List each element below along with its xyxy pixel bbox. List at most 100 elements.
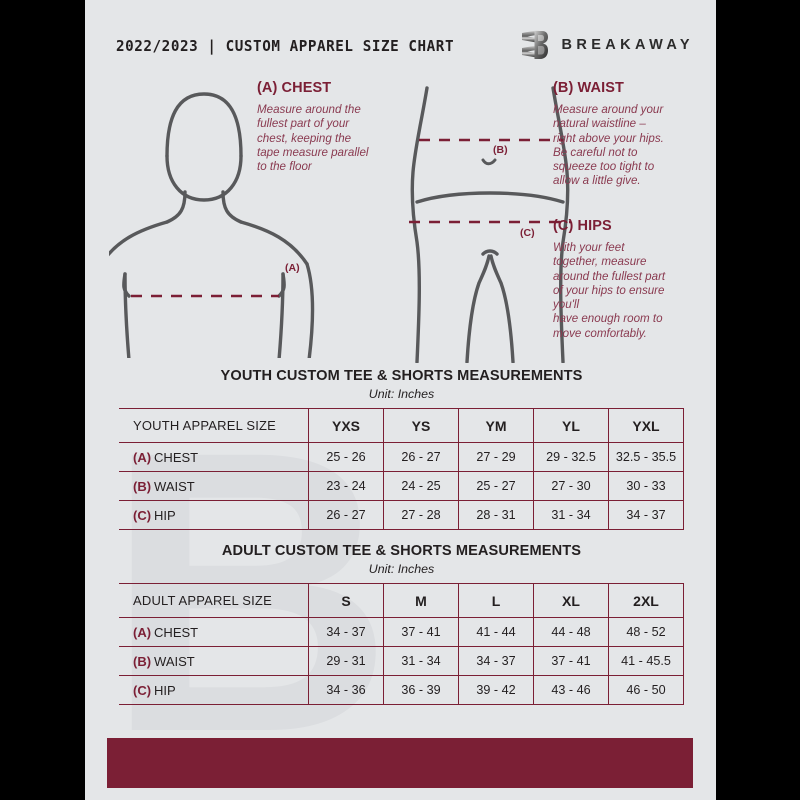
waist-guide-block: (B) WAIST Measure around your natural wa… (553, 80, 705, 189)
table-row: (C) HIP 26 - 27 27 - 28 28 - 31 31 - 34 3… (119, 500, 684, 530)
adult-size-table: ADULT APPAREL SIZE S M L XL 2XL (A) CHEST… (119, 583, 684, 705)
youth-table-body: (A) CHEST 25 - 26 26 - 27 27 - 29 29 - 32… (119, 442, 684, 530)
row-tag: (B) (133, 478, 152, 494)
adult-chest-2xl: 48 - 52 (608, 617, 684, 647)
adult-table-title: ADULT CUSTOM TEE & SHORTS MEASUREMENTS (221, 543, 582, 559)
adult-col-2: M (383, 583, 459, 618)
adult-row-label-waist: (B) WAIST (119, 646, 309, 676)
chest-marker-label: (A) (285, 262, 300, 274)
youth-chest-yxs: 25 - 26 (308, 442, 384, 472)
adult-waist-l: 34 - 37 (458, 646, 534, 676)
adult-hip-l: 39 - 42 (458, 675, 534, 705)
youth-col-2: YS (383, 408, 459, 443)
row-label: WAIST (154, 653, 195, 669)
youth-table-unit: Unit: Inches (368, 387, 435, 401)
youth-col-4: YL (533, 408, 609, 443)
youth-hip-ys: 27 - 28 (383, 500, 459, 530)
hips-guide-block: (C) HIPS With your feet together, measur… (553, 218, 705, 341)
youth-measurements-section: YOUTH CUSTOM TEE & SHORTS MEASUREMENTS U… (119, 368, 684, 530)
waist-guide-text: Measure around your natural waistline – … (553, 103, 664, 188)
adult-col-3: L (458, 583, 534, 618)
upper-body-figure (109, 92, 315, 358)
adult-col-1: S (308, 583, 384, 618)
row-tag: (B) (133, 653, 152, 669)
table-header-row: ADULT APPAREL SIZE S M L XL 2XL (119, 583, 684, 618)
row-label: HIP (154, 682, 176, 698)
adult-chest-xl: 44 - 48 (533, 617, 609, 647)
youth-waist-yxl: 30 - 33 (608, 471, 684, 501)
adult-col-4: XL (533, 583, 609, 618)
youth-size-table: YOUTH APPAREL SIZE YXS YS YM YL YXL (A) C… (119, 408, 684, 530)
youth-waist-ym: 25 - 27 (458, 471, 534, 501)
youth-row-label-hip: (C) HIP (119, 500, 309, 530)
youth-chest-yl: 29 - 32.5 (533, 442, 609, 472)
adult-chest-l: 41 - 44 (458, 617, 534, 647)
footer-accent-bar (107, 738, 693, 788)
adult-table-unit: Unit: Inches (368, 562, 435, 576)
hips-guide-text: With your feet together, measure around … (553, 241, 666, 340)
adult-size-header-label: ADULT APPAREL SIZE (119, 583, 309, 618)
youth-table-title: YOUTH CUSTOM TEE & SHORTS MEASUREMENTS (220, 368, 583, 384)
youth-size-header-label: YOUTH APPAREL SIZE (119, 408, 309, 443)
chest-guide-text: Measure around the fullest part of your … (257, 103, 369, 174)
brand-name: BREAKAWAY (561, 37, 694, 53)
adult-hip-2xl: 46 - 50 (608, 675, 684, 705)
table-row: (A) CHEST 25 - 26 26 - 27 27 - 29 29 - 32… (119, 442, 684, 472)
youth-table-head: YOUTH APPAREL SIZE YXS YS YM YL YXL (119, 408, 684, 443)
breakaway-b-monogram-icon (522, 30, 549, 59)
adult-chest-m: 37 - 41 (383, 617, 459, 647)
waist-marker-label: (B) (493, 144, 508, 156)
lower-body-figure (409, 86, 571, 363)
chest-guide-block: (A) CHEST Measure around the fullest par… (257, 80, 407, 174)
adult-waist-s: 29 - 31 (308, 646, 384, 676)
youth-hip-ym: 28 - 31 (458, 500, 534, 530)
youth-row-label-waist: (B) WAIST (119, 471, 309, 501)
table-row: (B) WAIST 29 - 31 31 - 34 34 - 37 37 - 41… (119, 646, 684, 676)
adult-waist-xl: 37 - 41 (533, 646, 609, 676)
youth-chest-ys: 26 - 27 (383, 442, 459, 472)
youth-waist-yl: 27 - 30 (533, 471, 609, 501)
youth-chest-yxl: 32.5 - 35.5 (608, 442, 684, 472)
table-row: (A) CHEST 34 - 37 37 - 41 41 - 44 44 - 48… (119, 617, 684, 647)
row-tag: (C) (133, 682, 152, 698)
brand-logo-group: BREAKAWAY (519, 28, 694, 62)
youth-hip-yl: 31 - 34 (533, 500, 609, 530)
youth-row-label-chest: (A) CHEST (119, 442, 309, 472)
page-title: 2022/2023 | CUSTOM APPAREL SIZE CHART (116, 37, 455, 55)
youth-waist-yxs: 23 - 24 (308, 471, 384, 501)
row-tag: (C) (133, 507, 152, 523)
youth-hip-yxl: 34 - 37 (608, 500, 684, 530)
adult-row-label-hip: (C) HIP (119, 675, 309, 705)
adult-waist-2xl: 41 - 45.5 (608, 646, 684, 676)
adult-waist-m: 31 - 34 (383, 646, 459, 676)
table-row: (C) HIP 34 - 36 36 - 39 39 - 42 43 - 46 4… (119, 675, 684, 705)
row-label: CHEST (154, 624, 199, 640)
chest-guide-title: (A) CHEST (257, 80, 332, 96)
row-tag: (A) (133, 624, 152, 640)
adult-measurements-section: ADULT CUSTOM TEE & SHORTS MEASUREMENTS U… (119, 543, 684, 705)
adult-hip-s: 34 - 36 (308, 675, 384, 705)
youth-col-3: YM (458, 408, 534, 443)
adult-table-body: (A) CHEST 34 - 37 37 - 41 41 - 44 44 - 48… (119, 617, 684, 705)
youth-col-1: YXS (308, 408, 384, 443)
table-row: (B) WAIST 23 - 24 24 - 25 25 - 27 27 - 30… (119, 471, 684, 501)
adult-hip-m: 36 - 39 (383, 675, 459, 705)
hips-marker-label: (C) (520, 227, 535, 239)
hips-guide-title: (C) HIPS (553, 218, 612, 234)
youth-waist-ys: 24 - 25 (383, 471, 459, 501)
adult-row-label-chest: (A) CHEST (119, 617, 309, 647)
youth-chest-ym: 27 - 29 (458, 442, 534, 472)
waist-guide-title: (B) WAIST (553, 80, 624, 96)
youth-hip-yxs: 26 - 27 (308, 500, 384, 530)
row-tag: (A) (133, 449, 152, 465)
adult-col-5: 2XL (608, 583, 684, 618)
size-chart-page: B 2022/2023 | CUSTOM APPAREL SIZE CHART (85, 0, 716, 800)
youth-col-5: YXL (608, 408, 684, 443)
row-label: HIP (154, 507, 176, 523)
adult-table-head: ADULT APPAREL SIZE S M L XL 2XL (119, 583, 684, 618)
measurement-illustrations: (A) (B) (C) (A) CHEST Measure around the… (85, 70, 716, 363)
row-label: CHEST (154, 449, 199, 465)
adult-hip-xl: 43 - 46 (533, 675, 609, 705)
table-header-row: YOUTH APPAREL SIZE YXS YS YM YL YXL (119, 408, 684, 443)
row-label: WAIST (154, 478, 195, 494)
